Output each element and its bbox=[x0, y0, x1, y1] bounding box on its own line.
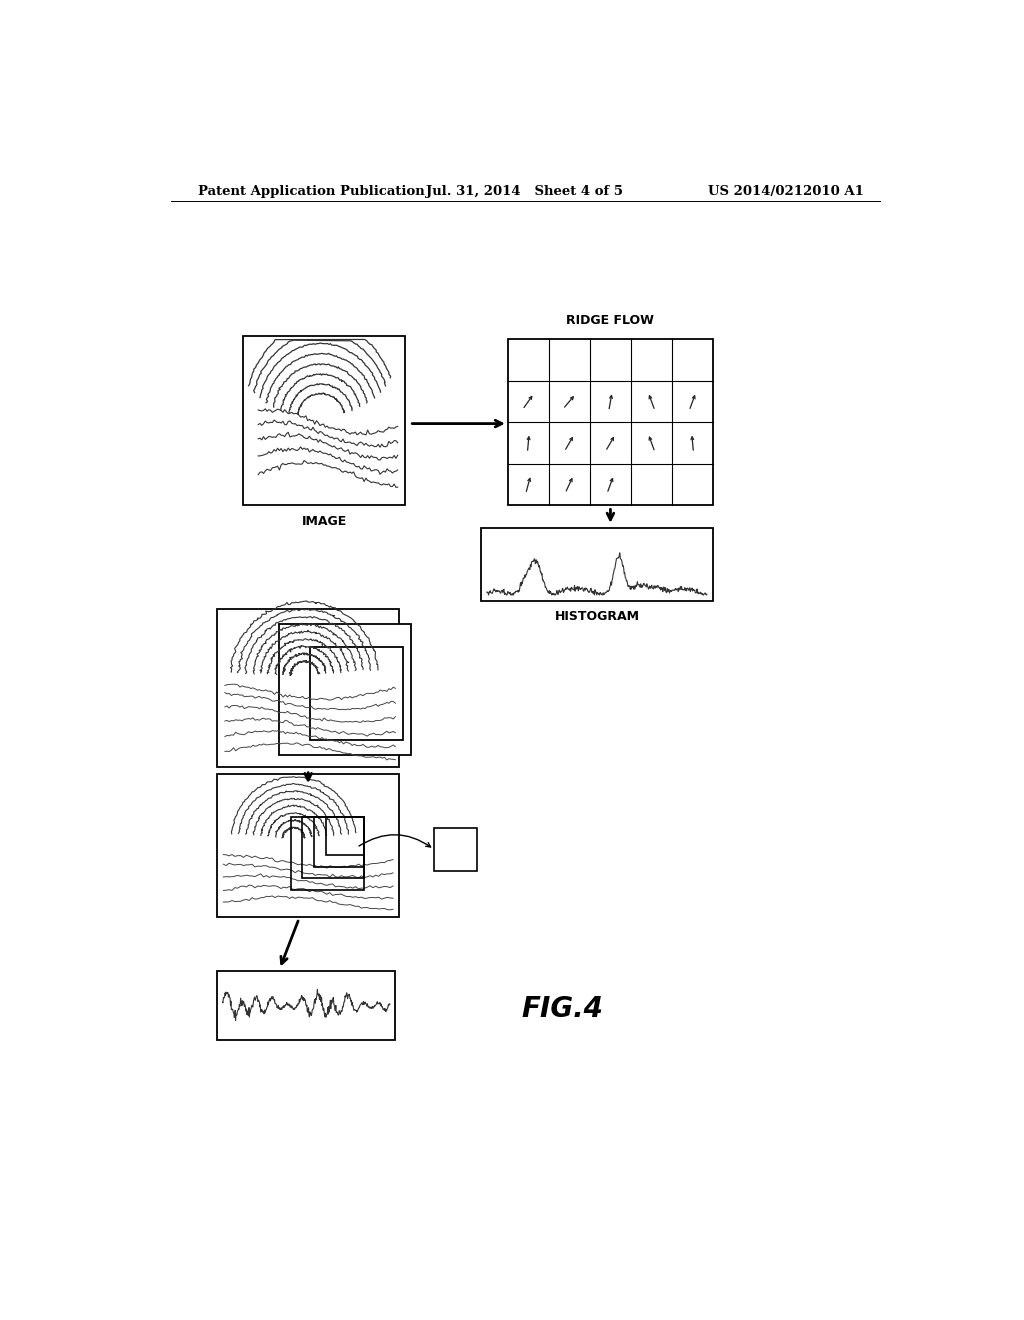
Bar bbox=[480, 528, 713, 601]
Text: FIG.4: FIG.4 bbox=[521, 995, 603, 1023]
Text: Jul. 31, 2014   Sheet 4 of 5: Jul. 31, 2014 Sheet 4 of 5 bbox=[426, 185, 624, 198]
Bar bbox=[310, 647, 403, 739]
Bar bbox=[280, 624, 411, 755]
Bar bbox=[314, 817, 365, 867]
Bar bbox=[243, 335, 406, 506]
Text: IMAGE: IMAGE bbox=[301, 515, 347, 528]
Text: US 2014/0212010 A1: US 2014/0212010 A1 bbox=[709, 185, 864, 198]
Bar bbox=[217, 970, 395, 1040]
Bar bbox=[326, 817, 365, 855]
Bar bbox=[302, 817, 365, 878]
Bar bbox=[434, 829, 477, 871]
Bar bbox=[291, 817, 365, 890]
Bar bbox=[217, 775, 399, 917]
Bar bbox=[217, 609, 399, 767]
Text: Patent Application Publication: Patent Application Publication bbox=[198, 185, 425, 198]
Text: RIDGE FLOW: RIDGE FLOW bbox=[566, 314, 654, 327]
Text: HISTOGRAM: HISTOGRAM bbox=[554, 610, 639, 623]
Bar bbox=[508, 339, 713, 506]
